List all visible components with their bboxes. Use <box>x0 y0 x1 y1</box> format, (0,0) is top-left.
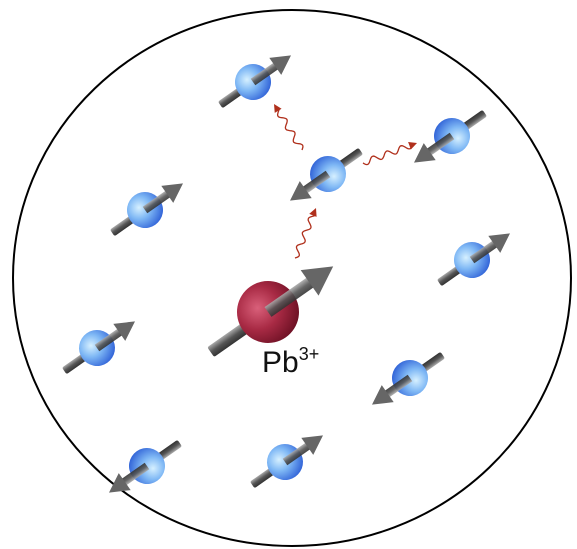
photon <box>363 146 412 165</box>
spin <box>102 169 193 248</box>
sphere <box>225 269 311 355</box>
page: Pb3+ (() => { const data = JSON.parse(do… <box>0 0 577 549</box>
photon <box>295 215 316 258</box>
spin <box>362 340 453 419</box>
ion-symbol: Pb <box>262 346 299 379</box>
spins <box>54 41 520 508</box>
spin <box>99 428 190 507</box>
spin <box>242 421 333 500</box>
ion-charge: 3+ <box>299 344 320 364</box>
spin <box>54 307 145 386</box>
sphere <box>260 437 310 487</box>
ion-label: Pb3+ <box>262 344 319 379</box>
diagram: Pb3+ <box>0 0 577 549</box>
sphere <box>303 149 353 199</box>
photon <box>278 109 303 150</box>
spin <box>404 98 495 177</box>
spin <box>429 219 520 298</box>
spin <box>280 136 371 215</box>
spin <box>210 41 301 120</box>
